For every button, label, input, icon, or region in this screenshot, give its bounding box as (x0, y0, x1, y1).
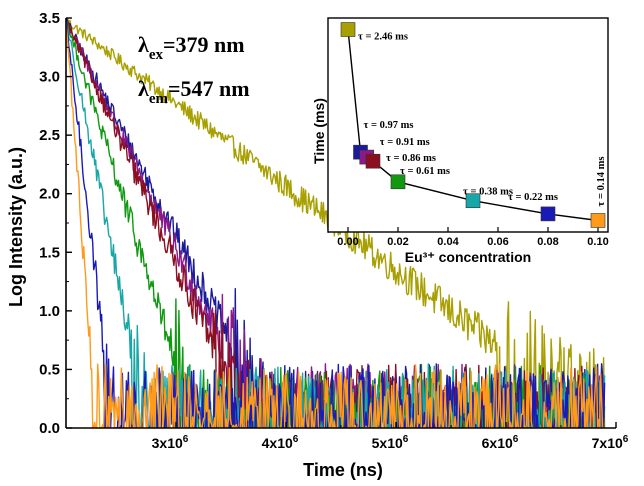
x-tick-exponent: 6 (403, 434, 409, 445)
inset-group: 0.00 0.02 0.04 0.06 0.08 0.10 Eu³⁺ concentrati… (311, 17, 609, 265)
x-tick-exponent: 6 (183, 434, 189, 445)
inset-point-label: τ = 0.38 ms (463, 187, 513, 198)
main-series-group (66, 18, 606, 428)
inset-data-point (390, 174, 406, 190)
y-tick-label: 0.5 (39, 361, 60, 378)
inset-point-label: τ = 0.91 ms (380, 137, 430, 148)
x-tick-exponent: 6 (623, 434, 629, 445)
inset-x-axis-label: Eu³⁺ concentration (405, 249, 531, 265)
lambda-symbol: λ (138, 32, 149, 57)
inset-x-tick-label: 0.00 (337, 236, 358, 248)
lambda-value: =379 nm (163, 32, 245, 57)
inset-point-label: τ = 0.97 ms (364, 120, 414, 131)
inset-data-point (590, 213, 606, 228)
y-tick-label: 3.0 (39, 69, 60, 86)
y-axis-label: Log Intensity (a.u.) (6, 147, 26, 307)
inset-data-point (365, 153, 381, 169)
inset-x-tick-label: 0.02 (387, 236, 408, 248)
lambda-subscript: em (149, 91, 169, 107)
inset-point-label: τ = 0.22 ms (508, 192, 558, 203)
inset-x-tick-label: 0.08 (537, 236, 558, 248)
series-line (66, 21, 605, 428)
inset-point-label: τ = 0.14 ms (596, 157, 607, 207)
inset-x-tick-label: 0.10 (587, 236, 608, 248)
y-tick-label: 0.0 (39, 420, 60, 437)
main-axes-group (65, 17, 617, 429)
y-tick-label: 2.0 (39, 186, 60, 203)
lambda-subscript: ex (149, 47, 164, 63)
y-tick-label: 1.0 (39, 303, 60, 320)
x-tick-label: 5x106 (372, 434, 409, 451)
x-tick-label: 4x106 (262, 434, 299, 451)
inset-data-point (540, 206, 556, 222)
y-tick-label: 2.5 (39, 127, 60, 144)
emission-wavelength-label: λem=547 nm (138, 76, 250, 107)
y-tick-label: 3.5 (39, 10, 60, 27)
x-tick-label: 3x106 (152, 434, 189, 451)
inset-data-point (340, 22, 356, 37)
inset-data-point (465, 193, 481, 209)
lambda-symbol: λ (138, 76, 149, 101)
x-tick-label: 6x106 (482, 434, 519, 451)
x-tick-exponent: 6 (513, 434, 519, 445)
inset-x-tick-label: 0.06 (487, 236, 508, 248)
inset-x-tick-label: 0.04 (437, 236, 459, 248)
inset-y-axis-label: Time (ms) (311, 98, 327, 164)
x-tick-label: 7x106 (592, 434, 629, 451)
x-tick-exponent: 6 (293, 434, 299, 445)
y-tick-label: 1.5 (39, 244, 60, 261)
lambda-value: =547 nm (168, 76, 250, 101)
inset-point-label: τ = 0.61 ms (400, 166, 450, 177)
inset-point-label: τ = 2.46 ms (358, 32, 408, 43)
x-axis-label: Time (ns) (303, 460, 383, 480)
inset-point-label: τ = 0.86 ms (386, 153, 436, 164)
excitation-wavelength-label: λex=379 nm (138, 32, 245, 63)
